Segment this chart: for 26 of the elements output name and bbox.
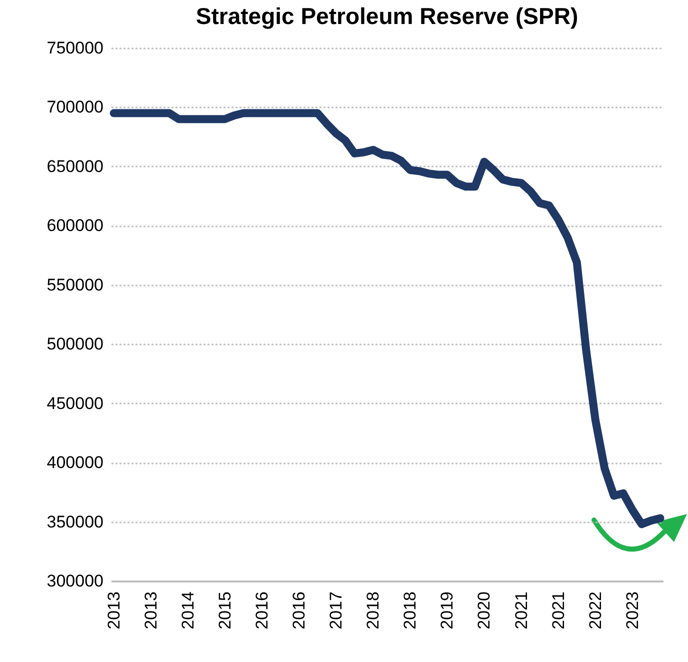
y-tick-label: 500000 [46, 334, 104, 354]
x-tick-label: 2021 [512, 592, 531, 630]
y-tick-label: 600000 [46, 216, 104, 236]
y-tick-label: 650000 [46, 156, 104, 176]
x-tick-label: 2018 [400, 592, 420, 630]
y-tick-label: 400000 [46, 453, 104, 472]
x-tick-label: 2016 [252, 592, 272, 630]
x-tick-label: 2014 [178, 592, 198, 630]
y-tick-label: 450000 [46, 394, 104, 413]
x-tick-label: 2013 [141, 592, 160, 630]
x-tick-label: 2023 [622, 592, 642, 630]
x-tick-label: 2017 [326, 592, 346, 630]
x-tick-label: 2021 [548, 592, 568, 630]
y-tick-label: 700000 [46, 98, 104, 117]
x-tick-label: 2013 [104, 592, 124, 630]
x-tick-label: 2018 [364, 592, 383, 630]
y-tick-label: 350000 [46, 512, 104, 532]
x-tick-label: 2016 [290, 592, 309, 630]
x-tick-label: 2020 [474, 592, 494, 630]
y-tick-label: 750000 [46, 38, 104, 58]
x-tick-label: 2022 [586, 592, 605, 630]
x-tick-label: 2015 [215, 592, 234, 630]
x-tick-label: 2019 [438, 592, 457, 630]
y-tick-label: 550000 [46, 275, 104, 294]
chart-title: Strategic Petroleum Reserve (SPR) [196, 3, 578, 29]
y-tick-label: 300000 [46, 572, 104, 590]
